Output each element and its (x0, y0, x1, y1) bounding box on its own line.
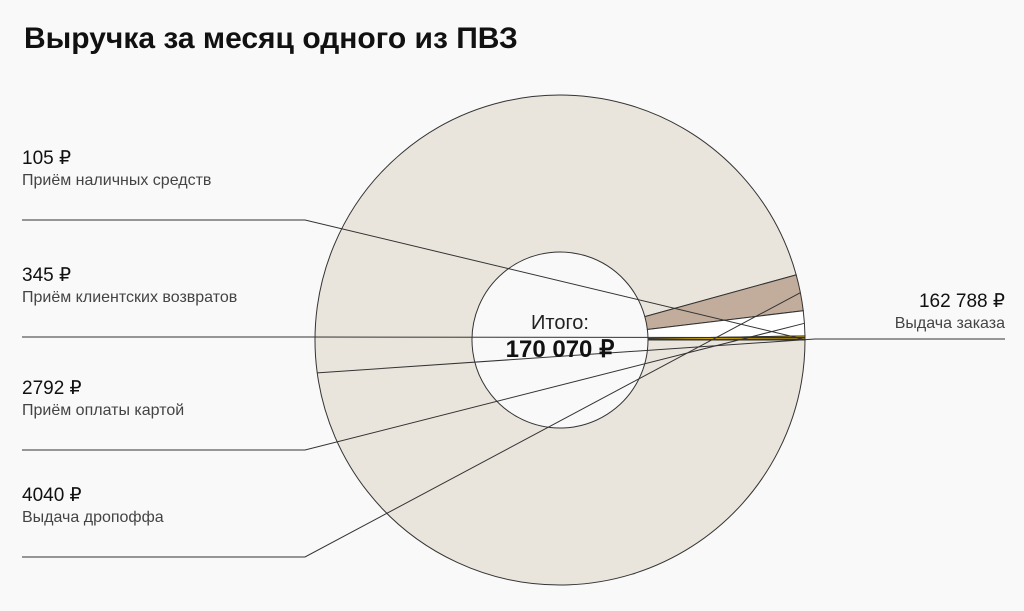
callout-desc: Выдача дропоффа (22, 509, 164, 527)
callout-cash: 105 ₽ Приём наличных средств (22, 147, 211, 190)
total-value: 170 070 ₽ (470, 335, 650, 364)
report-container: Выручка за месяц одного из ПВЗ Итого: 17… (0, 0, 1024, 611)
callout-desc: Приём клиентских возвратов (22, 289, 237, 307)
callout-card: 2792 ₽ Приём оплаты картой (22, 377, 184, 420)
callout-returns: 345 ₽ Приём клиентских возвратов (22, 264, 237, 307)
callout-dropoff: 4040 ₽ Выдача дропоффа (22, 484, 164, 527)
callout-amount: 345 ₽ (22, 264, 237, 287)
callout-desc: Приём наличных средств (22, 172, 211, 190)
donut-center-label: Итого: 170 070 ₽ (470, 312, 650, 364)
callout-amount: 2792 ₽ (22, 377, 184, 400)
callout-delivery: 162 788 ₽ Выдача заказа (895, 290, 1005, 333)
callout-amount: 162 788 ₽ (895, 290, 1005, 313)
donut-chart: Итого: 170 070 ₽ 162 788 ₽ Выдача заказа… (0, 80, 1024, 600)
callout-desc: Выдача заказа (895, 315, 1005, 333)
total-label: Итого: (470, 312, 650, 335)
callout-amount: 4040 ₽ (22, 484, 164, 507)
callout-amount: 105 ₽ (22, 147, 211, 170)
callout-desc: Приём оплаты картой (22, 402, 184, 420)
page-title: Выручка за месяц одного из ПВЗ (24, 22, 518, 56)
